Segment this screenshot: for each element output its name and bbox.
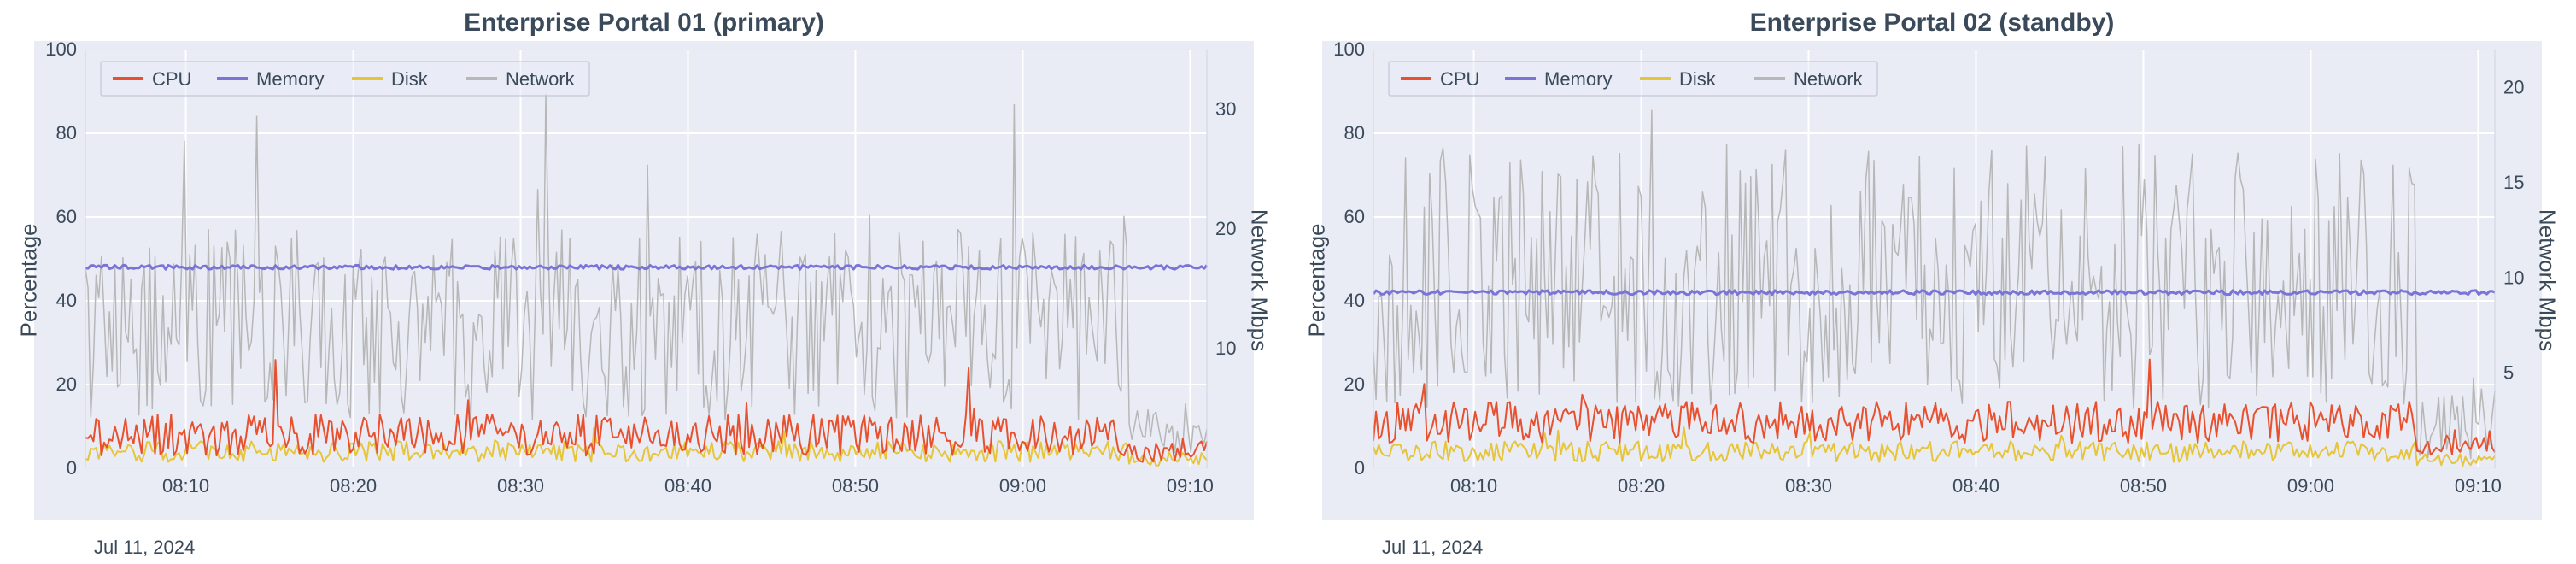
svg-text:10: 10 [1215,338,1236,359]
svg-text:5: 5 [2503,362,2514,384]
legend-label: Network [506,68,576,90]
svg-text:20: 20 [1215,218,1236,239]
legend-label: Memory [256,68,324,90]
svg-text:60: 60 [1344,206,1365,227]
x-axis-date-label: Jul 11, 2024 [1382,537,1483,559]
x-axis-date-label: Jul 11, 2024 [94,537,195,559]
svg-text:09:00: 09:00 [999,475,1046,496]
svg-text:08:40: 08:40 [664,475,711,496]
svg-text:30: 30 [1215,98,1236,120]
svg-text:0: 0 [1355,457,1365,479]
panel-primary: Enterprise Portal 01 (primary) Percentag… [0,0,1288,564]
line-chart-standby: 0 20 40 60 80 100 08:10 08:20 08:30 08:40 08:50 09:… [1322,41,2542,520]
panel-standby: Enterprise Portal 02 (standby) Percentag… [1288,0,2576,564]
svg-text:08:30: 08:30 [497,475,544,496]
y-axis-label: Percentage [16,224,43,338]
svg-text:80: 80 [1344,122,1365,144]
svg-text:15: 15 [2503,172,2524,193]
svg-text:09:10: 09:10 [1167,475,1214,496]
legend-label: Disk [391,68,429,90]
legend: CPU Memory Disk Network [1389,62,1877,96]
chart-wrap-primary: Percentage 02040608010008:1008:2008:3008… [34,41,1254,520]
svg-text:08:20: 08:20 [330,475,377,496]
y2-axis-label: Network Mbps [1246,209,1273,351]
chart-title: Enterprise Portal 01 (primary) [34,9,1254,38]
svg-text:08:10: 08:10 [162,475,209,496]
svg-text:10: 10 [2503,267,2524,288]
legend: CPU Memory Disk Network [101,62,589,96]
legend-label: Network [1794,68,1864,90]
legend-label: Disk [1679,68,1717,90]
svg-text:20: 20 [1344,373,1365,395]
legend-label: Memory [1544,68,1612,90]
svg-text:0: 0 [67,457,77,479]
y2-axis-label: Network Mbps [2534,209,2561,351]
svg-text:09:00: 09:00 [2287,475,2334,496]
legend-label: CPU [152,68,191,90]
svg-text:100: 100 [45,38,77,60]
line-chart-primary: 0 20 40 60 80 100 08:10 08:20 08:30 08:40 08:50 09:… [34,41,1254,520]
svg-text:08:10: 08:10 [1450,475,1497,496]
y-axis-label: Percentage [1304,224,1331,338]
svg-text:08:20: 08:20 [1618,475,1665,496]
svg-text:100: 100 [1333,38,1365,60]
svg-text:20: 20 [56,373,77,395]
chart-wrap-standby: Percentage 02040608010008:1008:2008:3008… [1322,41,2542,520]
svg-text:20: 20 [2503,77,2524,98]
svg-text:60: 60 [56,206,77,227]
dashboard: Enterprise Portal 01 (primary) Percentag… [0,0,2576,564]
svg-text:40: 40 [56,290,77,311]
svg-text:08:50: 08:50 [832,475,879,496]
svg-text:40: 40 [1344,290,1365,311]
chart-title: Enterprise Portal 02 (standby) [1322,9,2542,38]
svg-text:08:50: 08:50 [2120,475,2167,496]
legend-label: CPU [1440,68,1479,90]
svg-text:80: 80 [56,122,77,144]
svg-text:08:30: 08:30 [1785,475,1832,496]
svg-text:08:40: 08:40 [1952,475,1999,496]
svg-text:09:10: 09:10 [2455,475,2502,496]
